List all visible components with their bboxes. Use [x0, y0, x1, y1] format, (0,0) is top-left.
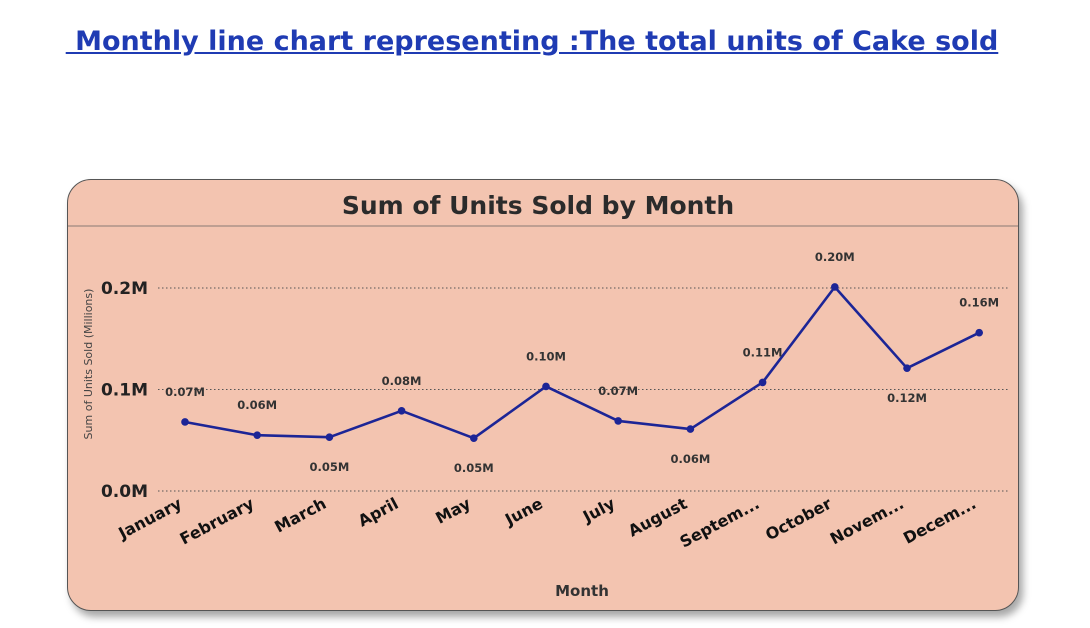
- data-labels: 0.07M 0.06M 0.05M 0.08M 0.05M 0.10M 0.07M 0.06M…: [165, 250, 999, 475]
- y-axis-ticks: 0.0M 0.1M 0.2M: [101, 279, 148, 502]
- data-point: [614, 417, 622, 425]
- data-point: [542, 382, 550, 391]
- chart-title: Sum of Units Sold by Month: [342, 191, 734, 220]
- x-tick-label: May: [432, 493, 474, 527]
- data-label: 0.05M: [454, 461, 494, 475]
- x-tick-label: July: [579, 493, 619, 526]
- data-label: 0.07M: [598, 384, 638, 398]
- data-point: [470, 434, 478, 443]
- data-point: [686, 425, 695, 433]
- gridlines: [158, 287, 1008, 492]
- x-axis-title: Month: [555, 582, 609, 600]
- data-label: 0.10M: [526, 349, 566, 363]
- page-heading: Monthly line chart representing :The tot…: [65, 26, 999, 57]
- y-axis-title: Sum of Units Sold (Millions): [82, 289, 95, 440]
- data-label: 0.11M: [743, 345, 783, 359]
- series-line: [184, 285, 980, 440]
- data-point: [181, 418, 189, 426]
- data-label: 0.16M: [959, 296, 999, 310]
- x-tick-label: Decem...: [900, 494, 979, 548]
- data-point: [831, 283, 839, 291]
- data-point: [903, 364, 911, 372]
- data-point: [975, 328, 983, 337]
- data-point: [253, 431, 261, 439]
- x-tick-label: Septem...: [677, 494, 763, 552]
- data-label: 0.08M: [382, 374, 422, 388]
- x-tick-label: February: [177, 493, 258, 548]
- data-point: [397, 407, 406, 415]
- x-tick-label: Novem...: [827, 494, 907, 549]
- series-units-sold: [181, 283, 983, 443]
- x-tick-label: October: [762, 494, 835, 545]
- line-chart: Sum of Units Sold by Month 0.0M0.1M0.2M …: [68, 191, 1018, 600]
- data-point: [758, 378, 767, 387]
- y-tick-label: 0.1M: [101, 381, 148, 401]
- data-label: 0.20M: [815, 250, 855, 264]
- y-tick-label: 0.0M: [101, 482, 148, 502]
- x-tick-label: June: [501, 494, 546, 530]
- data-label: 0.06M: [670, 452, 710, 466]
- data-label: 0.05M: [309, 460, 349, 474]
- x-tick-label: March: [271, 494, 329, 537]
- chart-card: Sum of Units Sold by Month 0.0M 0.1M 0.2M …: [67, 179, 1019, 611]
- data-label: 0.07M: [165, 385, 205, 399]
- x-tick-label: April: [355, 494, 402, 531]
- data-label: 0.06M: [237, 398, 277, 412]
- data-point: [325, 433, 334, 442]
- data-label: 0.12M: [887, 391, 927, 405]
- y-tick-label: 0.2M: [101, 279, 148, 299]
